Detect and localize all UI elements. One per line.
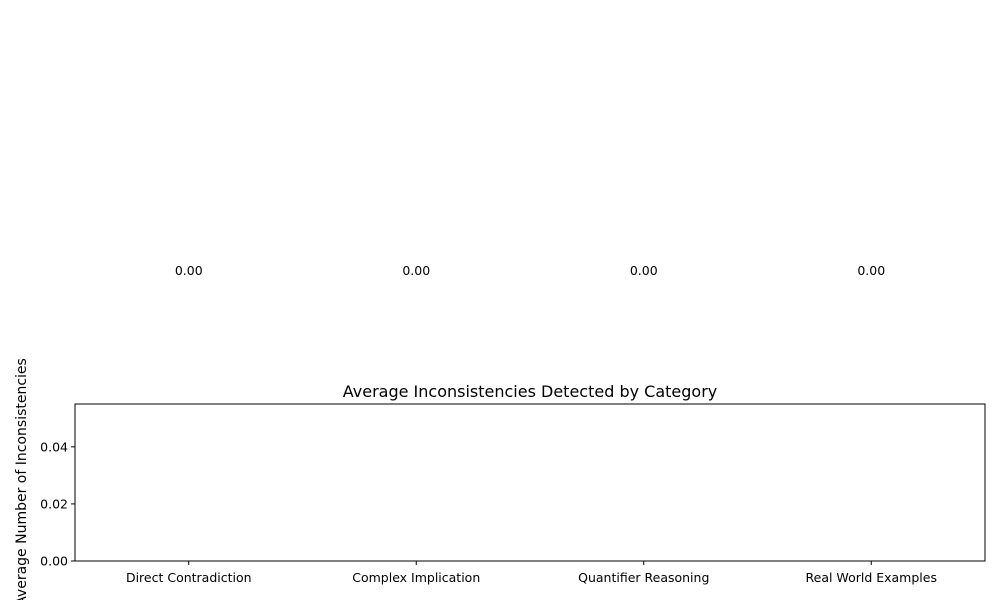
y-tick-label: 0.04 (40, 439, 68, 454)
x-axis: Direct Contradiction Complex Implication Q… (126, 561, 937, 585)
plot-area-frame (74, 403, 986, 562)
x-tick-label: Quantifier Reasoning (578, 570, 709, 585)
y-axis-label: Average Number of Inconsistencies (14, 358, 30, 600)
data-label: 0.00 (402, 263, 430, 278)
data-label: 0.00 (630, 263, 658, 278)
data-label: 0.00 (857, 263, 885, 278)
x-tick-label: Real World Examples (806, 570, 937, 585)
x-tick-label: Complex Implication (352, 570, 480, 585)
chart-title: Average Inconsistencies Detected by Cate… (343, 382, 718, 401)
y-axis: 0.00 0.02 0.04 (40, 439, 75, 569)
value-labels: 0.00 0.00 0.00 0.00 (175, 263, 885, 278)
y-tick-label: 0.02 (40, 496, 68, 511)
data-label: 0.00 (175, 263, 203, 278)
y-tick-label: 0.00 (40, 554, 68, 569)
x-tick-label: Direct Contradiction (126, 570, 252, 585)
